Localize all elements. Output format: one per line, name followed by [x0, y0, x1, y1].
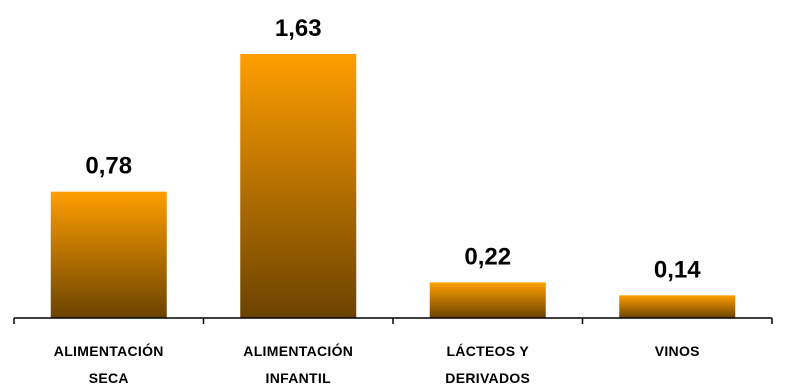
category-label: VINOS [655, 343, 700, 359]
bar [429, 282, 546, 318]
bar-value-label: 1,63 [275, 15, 322, 42]
category-label: INFANTIL [266, 370, 332, 386]
bar-value-label: 0,22 [464, 243, 511, 270]
bar-value-label: 0,14 [654, 256, 701, 283]
category-label: ALIMENTACIÓN [243, 342, 353, 359]
value-labels-group: 0,78 1,63 0,22 0,14 [85, 15, 701, 283]
category-label: DERIVADOS [445, 370, 530, 386]
bars-group [50, 54, 736, 318]
x-axis-ticks [13, 318, 773, 324]
category-label: SECA [89, 370, 129, 386]
category-label: ALIMENTACIÓN [54, 342, 164, 359]
bar-value-label: 0,78 [85, 153, 132, 180]
category-label: LÁCTEOS Y [446, 343, 529, 359]
category-labels-group: ALIMENTACIÓN SECA ALIMENTACIÓN INFANTIL LÁCT… [54, 342, 700, 386]
bar [50, 191, 167, 318]
bar [240, 54, 357, 318]
bar [619, 295, 736, 318]
